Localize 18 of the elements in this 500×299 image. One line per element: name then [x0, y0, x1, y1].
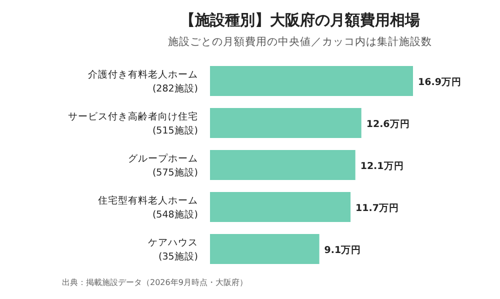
- bar: [210, 234, 320, 264]
- y-tick-label: 住宅型有料老人ホーム (548施設): [98, 194, 198, 220]
- data-label: 12.6万円: [366, 119, 410, 130]
- y-tick-label: 介護付き有料老人ホーム (282施設): [88, 68, 198, 94]
- source-note: 出典：掲載施設データ（2026年9月時点・大阪府）: [62, 278, 248, 287]
- chart-subtitle: 施設ごとの月額費用の中央値／カッコ内は集計施設数: [168, 35, 432, 48]
- bar: [210, 66, 413, 96]
- chart-title: 【施設種別】大阪府の月額費用相場: [180, 11, 420, 29]
- bar: [210, 108, 362, 138]
- data-label: 9.1万円: [324, 245, 362, 256]
- data-label: 11.7万円: [356, 203, 399, 214]
- data-label: 12.1万円: [360, 161, 404, 172]
- y-tick-label: サービス付き高齢者向け住宅 (515施設): [68, 110, 198, 136]
- y-tick-label: グループホーム (575施設): [128, 152, 198, 178]
- bar: [210, 150, 356, 180]
- y-tick-label: ケアハウス (35施設): [148, 238, 198, 262]
- data-label: 16.9万円: [418, 77, 462, 88]
- bar: [210, 192, 351, 222]
